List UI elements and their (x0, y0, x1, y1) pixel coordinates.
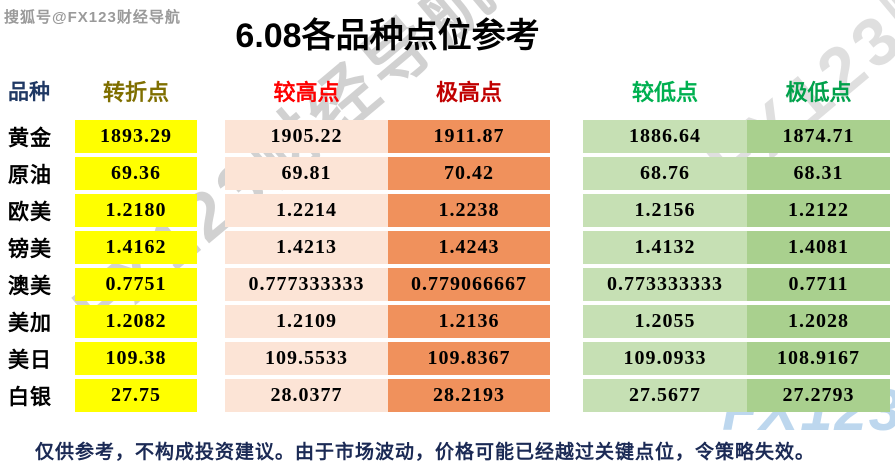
table-row-audusd: 澳美 0.7751 0.777333333 0.779066667 0.7733… (0, 268, 890, 301)
extreme-low-cell: 108.9167 (747, 342, 890, 375)
pivot-cell: 109.38 (75, 342, 197, 375)
extreme-low-cell: 27.2793 (747, 379, 890, 412)
extreme-high-cell: 28.2193 (388, 379, 550, 412)
price-levels-table: 品种 转折点 较高点 极高点 较低点 极低点 黄金 1893.29 1905.2… (0, 68, 890, 416)
pivot-cell: 69.36 (75, 157, 197, 190)
higher-cell: 0.777333333 (225, 268, 388, 301)
table-row-usdjpy: 美日 109.38 109.5533 109.8367 109.0933 108… (0, 342, 890, 375)
extreme-high-cell: 1.4243 (388, 231, 550, 264)
higher-cell: 69.81 (225, 157, 388, 190)
table-header-row: 品种 转折点 较高点 极高点 较低点 极低点 (0, 68, 890, 114)
extreme-high-cell: 1.2238 (388, 194, 550, 227)
lower-cell: 1886.64 (583, 120, 747, 153)
product-label: 美日 (8, 347, 52, 372)
product-label: 欧美 (8, 199, 52, 224)
higher-cell: 1.2214 (225, 194, 388, 227)
pivot-cell: 0.7751 (75, 268, 197, 301)
header-lower-point: 较低点 (631, 80, 698, 105)
lower-cell: 27.5677 (583, 379, 747, 412)
table-row-gbpusd: 镑美 1.4162 1.4213 1.4243 1.4132 1.4081 (0, 231, 890, 264)
product-label: 黄金 (8, 125, 52, 150)
header-higher-point: 较高点 (273, 80, 340, 105)
pivot-cell: 1.4162 (75, 231, 197, 264)
lower-cell: 1.4132 (583, 231, 747, 264)
sohu-account-watermark: 搜狐号@FX123财经导航 (4, 9, 181, 26)
product-label: 镑美 (8, 236, 52, 261)
pivot-cell: 27.75 (75, 379, 197, 412)
extreme-low-cell: 1874.71 (747, 120, 890, 153)
extreme-low-cell: 68.31 (747, 157, 890, 190)
lower-cell: 109.0933 (583, 342, 747, 375)
lower-cell: 1.2055 (583, 305, 747, 338)
higher-cell: 1905.22 (225, 120, 388, 153)
extreme-high-cell: 0.779066667 (388, 268, 550, 301)
extreme-high-cell: 109.8367 (388, 342, 550, 375)
product-label: 澳美 (8, 273, 52, 298)
product-label: 原油 (8, 162, 52, 187)
extreme-low-cell: 1.4081 (747, 231, 890, 264)
lower-cell: 1.2156 (583, 194, 747, 227)
header-product: 品种 (8, 80, 50, 104)
extreme-high-cell: 1.2136 (388, 305, 550, 338)
extreme-low-cell: 1.2028 (747, 305, 890, 338)
product-label: 美加 (8, 310, 52, 335)
higher-cell: 109.5533 (225, 342, 388, 375)
lower-cell: 68.76 (583, 157, 747, 190)
product-label: 白银 (8, 384, 52, 409)
higher-cell: 28.0377 (225, 379, 388, 412)
table-row-silver: 白银 27.75 28.0377 28.2193 27.5677 27.2793 (0, 379, 890, 412)
disclaimer-note: 仅供参考，不构成投资建议。由于市场波动，价格可能已经越过关键点位，令策略失效。 (35, 442, 816, 463)
extreme-low-cell: 0.7711 (747, 268, 890, 301)
header-extreme-high-point: 极高点 (435, 80, 502, 105)
pivot-cell: 1.2180 (75, 194, 197, 227)
header-pivot-point: 转折点 (102, 80, 169, 105)
pivot-cell: 1893.29 (75, 120, 197, 153)
table-row-oil: 原油 69.36 69.81 70.42 68.76 68.31 (0, 157, 890, 190)
extreme-high-cell: 1911.87 (388, 120, 550, 153)
pivot-cell: 1.2082 (75, 305, 197, 338)
table-row-gold: 黄金 1893.29 1905.22 1911.87 1886.64 1874.… (0, 120, 890, 153)
extreme-low-cell: 1.2122 (747, 194, 890, 227)
lower-cell: 0.773333333 (583, 268, 747, 301)
higher-cell: 1.2109 (225, 305, 388, 338)
header-extreme-low-point: 极低点 (785, 80, 852, 105)
table-row-eurusd: 欧美 1.2180 1.2214 1.2238 1.2156 1.2122 (0, 194, 890, 227)
higher-cell: 1.4213 (225, 231, 388, 264)
extreme-high-cell: 70.42 (388, 157, 550, 190)
page-title: 6.08各品种点位参考 (235, 17, 540, 55)
table-row-usdcad: 美加 1.2082 1.2109 1.2136 1.2055 1.2028 (0, 305, 890, 338)
